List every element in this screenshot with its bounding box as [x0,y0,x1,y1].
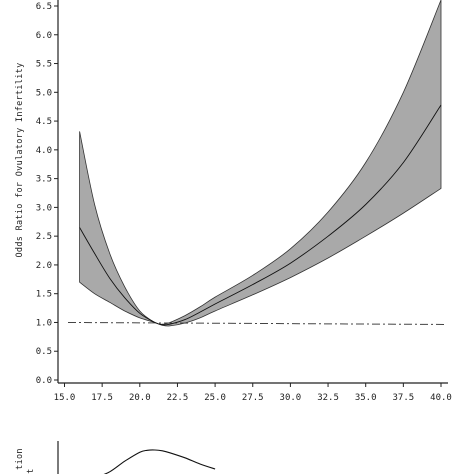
distribution-curve [103,449,216,474]
reference-line-or-1 [67,321,447,325]
y-tick-label: 3.5 [36,175,52,185]
x-tick-label: 37.5 [393,393,415,403]
odds-ratio-curve [79,104,442,326]
y-tick-label: 2.0 [36,261,52,271]
x-tick-label: 30.0 [280,393,302,403]
y-tick-label: 4.0 [36,146,52,156]
odds-ratio-plot: 15.0 17.5 20.0 22.5 25.0 27.5 30.0 32.5 35.0 37.5… [15,0,452,403]
distribution-plot: tion t [15,441,216,474]
y-tick-label: 1.0 [36,318,52,328]
x-tick-label: 25.0 [204,393,226,403]
x-tick-label: 22.5 [167,393,189,403]
y-tick-label: 1.5 [36,290,52,300]
y-tick-label: 2.5 [36,232,52,242]
x-tick-label: 32.5 [317,393,339,403]
y-tick-label: 5.0 [36,88,52,98]
y-tick-label: 0.0 [36,376,52,386]
x-tick-label: 15.0 [54,393,76,403]
x-axis-ticks: 15.0 17.5 20.0 22.5 25.0 27.5 30.0 32.5 35.0 37.5… [54,383,452,403]
y-tick-label: 5.5 [36,60,52,70]
x-tick-label: 35.0 [355,393,377,403]
y-tick-label: 4.5 [36,117,52,127]
y-tick-label: 0.5 [36,347,52,357]
x-tick-label: 17.5 [91,393,113,403]
y-tick-label: 6.0 [36,31,52,41]
x-tick-label: 27.5 [242,393,264,403]
x-tick-label: 40.0 [430,393,452,403]
distribution-y-title-fragment-1: tion [15,448,25,470]
distribution-y-title-fragment-2: t [26,468,36,473]
x-tick-label: 20.0 [129,393,151,403]
y-tick-label: 3.0 [36,203,52,213]
y-axis-ticks: 0.0 0.5 1.0 1.5 2.0 2.5 3.0 3.5 4.0 4.5 5.0 5.5 6.0 6… [36,2,58,386]
y-tick-label: 6.5 [36,2,52,12]
confidence-band [79,0,442,327]
y-axis-title: Odds Ratio for Ovulatory Infertility [15,62,25,257]
